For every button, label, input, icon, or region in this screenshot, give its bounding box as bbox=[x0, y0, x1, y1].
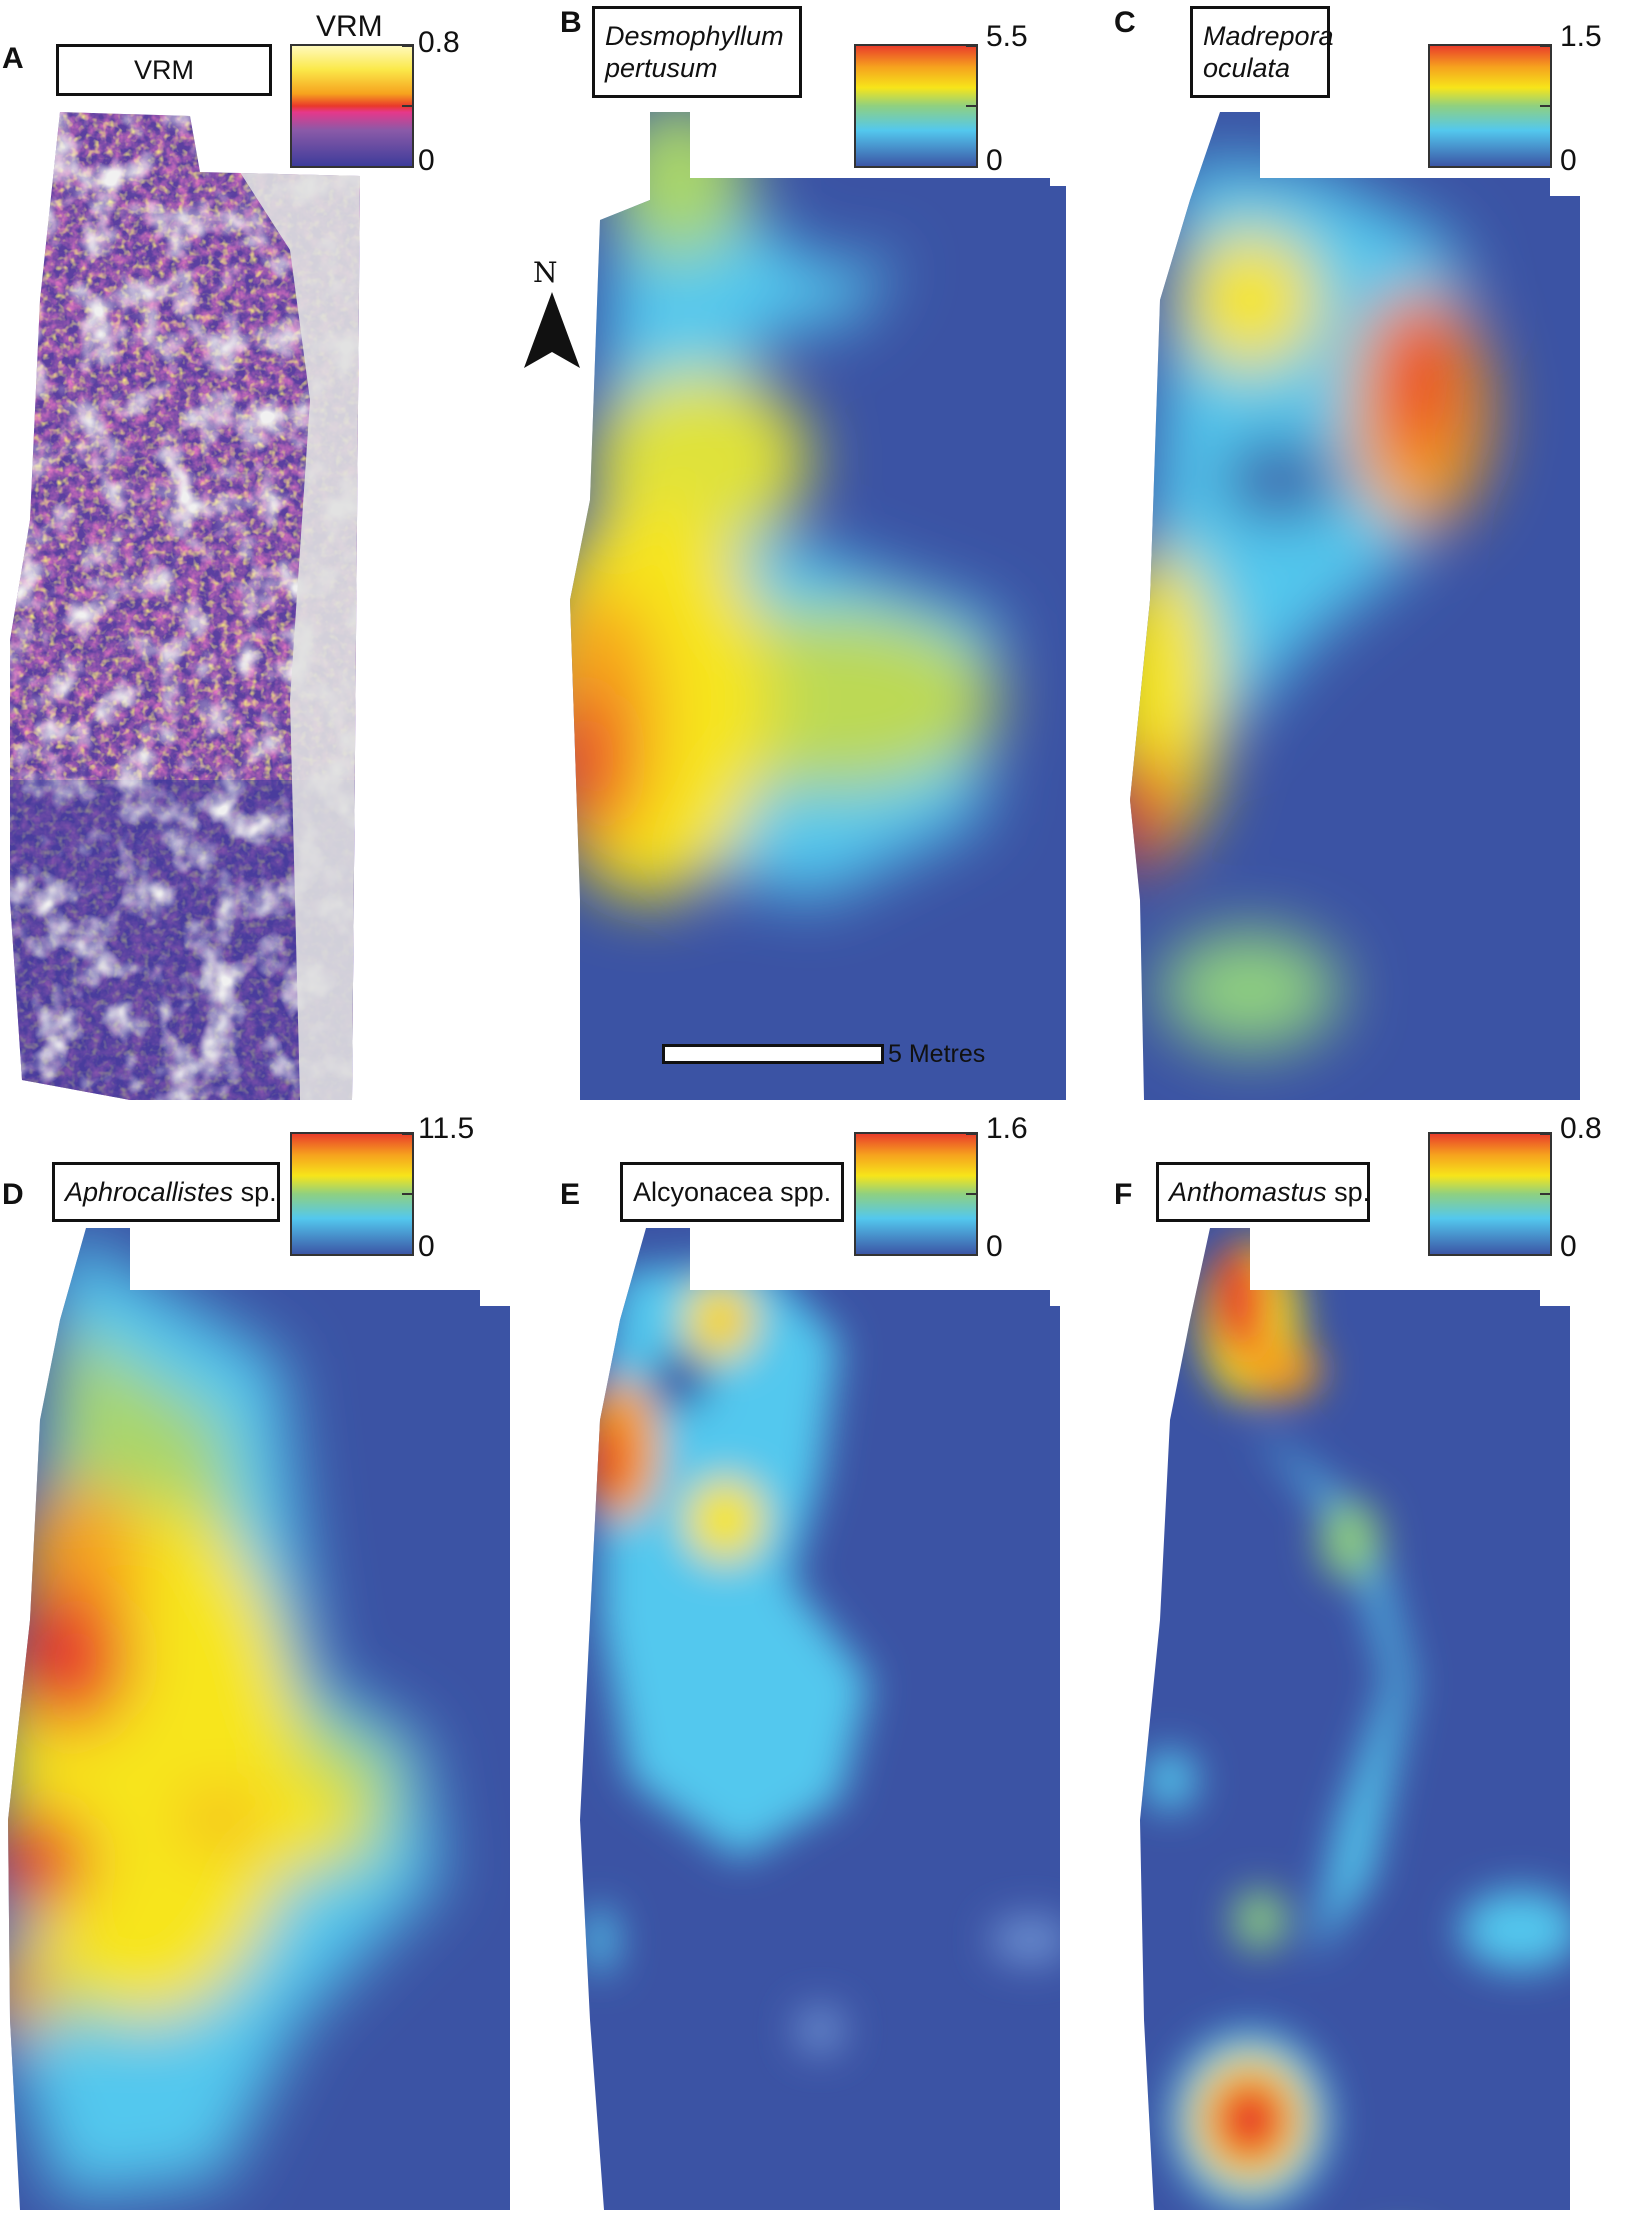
panel-letter: A bbox=[2, 42, 24, 75]
colorbar-max: 1.6 bbox=[986, 1112, 1028, 1145]
panel-c: C Madrepora oculata 1.5 0 bbox=[1110, 0, 1650, 1110]
panel-title-line1: Madrepora bbox=[1203, 20, 1334, 51]
panel-letter: E bbox=[560, 1178, 581, 1211]
north-label: N bbox=[533, 256, 558, 289]
panel-letter: C bbox=[1114, 6, 1136, 39]
panel-title-plain: sp. bbox=[233, 1176, 277, 1207]
colorbar-min: 0 bbox=[418, 1230, 435, 1263]
panel-title: Anthomastus sp. bbox=[1169, 1176, 1370, 1208]
north-arrow-icon bbox=[524, 292, 580, 368]
heatmap-e bbox=[580, 1228, 1060, 2210]
panel-d: D Aphrocallistes sp. 11.5 0 bbox=[0, 1114, 550, 2214]
panel-title-box: Alcyonacea spp. bbox=[620, 1162, 844, 1222]
colorbar-max: 5.5 bbox=[986, 20, 1028, 53]
panel-a: A VRM VRM 0.8 0 N bbox=[0, 0, 580, 1110]
scale-bar-rect bbox=[662, 1044, 884, 1064]
colorbar-min: 0 bbox=[418, 144, 435, 177]
panel-title: Alcyonacea spp. bbox=[633, 1176, 832, 1207]
panel-title: Aphrocallistes sp. bbox=[65, 1176, 277, 1208]
panel-letter: D bbox=[2, 1178, 24, 1211]
colorbar-title: VRM bbox=[316, 10, 383, 43]
colorbar-max: 0.8 bbox=[418, 26, 460, 59]
panel-title-line1: Desmophyllum bbox=[605, 20, 784, 51]
panel-b: B Desmophyllum pertusum 5.5 0 5 Metres bbox=[560, 0, 1100, 1110]
heatmap-f bbox=[1140, 1228, 1570, 2210]
heatmap-c bbox=[1130, 112, 1580, 1100]
colorbar-min: 0 bbox=[1560, 144, 1577, 177]
panel-title-box: Anthomastus sp. bbox=[1156, 1162, 1370, 1222]
panel-letter: F bbox=[1114, 1178, 1133, 1211]
panel-title-box: Desmophyllum pertusum bbox=[592, 6, 802, 98]
colorbar-max: 11.5 bbox=[418, 1112, 475, 1145]
scale-label: 5 Metres bbox=[888, 1040, 986, 1068]
panel-title-italic: Anthomastus bbox=[1169, 1176, 1327, 1207]
colorbar bbox=[1428, 1132, 1552, 1256]
panel-letter: B bbox=[560, 6, 582, 39]
colorbar bbox=[1428, 44, 1552, 168]
colorbar-max: 0.8 bbox=[1560, 1112, 1602, 1145]
colorbar bbox=[854, 1132, 978, 1256]
panel-title-italic: Aphrocallistes bbox=[65, 1176, 234, 1207]
panel-e: E Alcyonacea spp. 1.6 0 bbox=[560, 1114, 1100, 2214]
colorbar bbox=[290, 1132, 414, 1256]
panel-title-line2: oculata bbox=[1203, 53, 1291, 83]
colorbar-max: 1.5 bbox=[1560, 20, 1602, 53]
panel-title-box: Madrepora oculata bbox=[1190, 6, 1334, 98]
colorbar-min: 0 bbox=[986, 1230, 1003, 1263]
panel-title-box: Aphrocallistes sp. bbox=[52, 1162, 280, 1222]
colorbar-min: 0 bbox=[986, 144, 1003, 177]
heatmap-b bbox=[570, 112, 1066, 1100]
colorbar-min: 0 bbox=[1560, 1230, 1577, 1263]
colorbar bbox=[854, 44, 978, 168]
panel-title: VRM bbox=[134, 54, 194, 85]
panel-title-box: VRM bbox=[56, 44, 272, 96]
panel-f: F Anthomastus sp. 0.8 0 bbox=[1110, 1114, 1650, 2214]
heatmap-d bbox=[8, 1228, 510, 2210]
panel-title-line2: pertusum bbox=[605, 53, 718, 83]
colorbar-vrm bbox=[290, 44, 414, 168]
panel-title-plain: sp. bbox=[1326, 1176, 1371, 1207]
vrm-map bbox=[10, 112, 360, 1100]
